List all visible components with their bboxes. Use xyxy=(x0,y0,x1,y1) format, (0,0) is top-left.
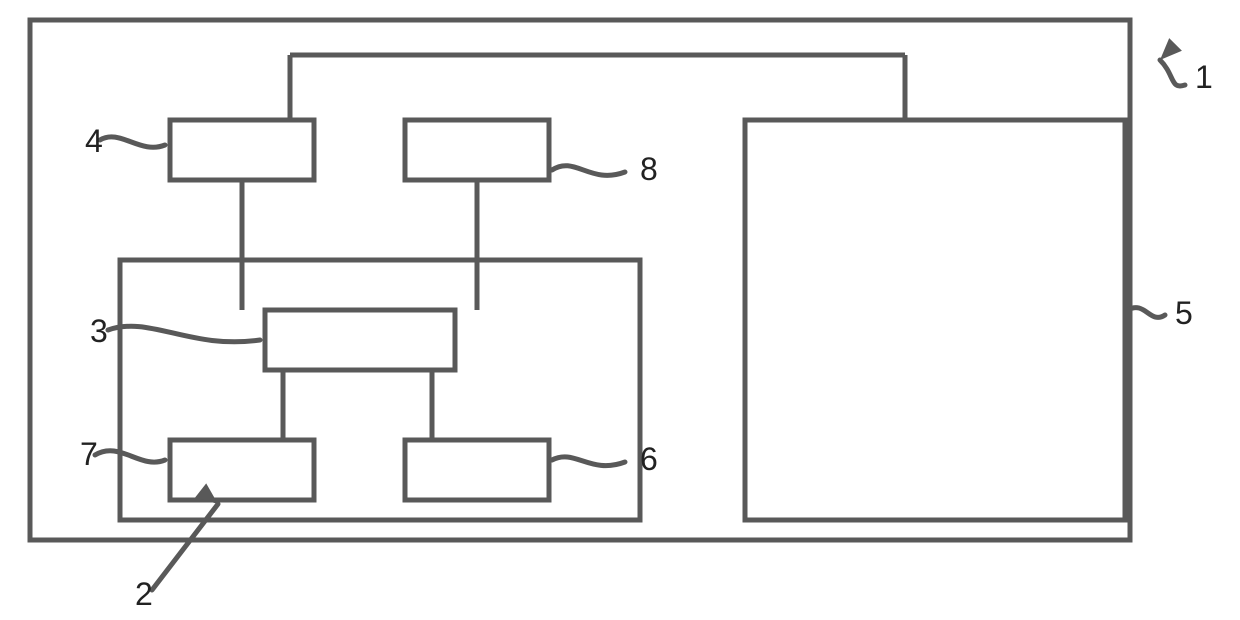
label-1: 1 xyxy=(1195,59,1213,95)
label-4: 4 xyxy=(85,123,103,159)
label-5: 5 xyxy=(1175,295,1193,331)
label-3: 3 xyxy=(90,313,108,349)
label-7: 7 xyxy=(80,436,98,472)
diagram-background xyxy=(0,0,1240,620)
label-8: 8 xyxy=(640,151,658,187)
label-6: 6 xyxy=(640,441,658,477)
label-2: 2 xyxy=(135,576,153,612)
